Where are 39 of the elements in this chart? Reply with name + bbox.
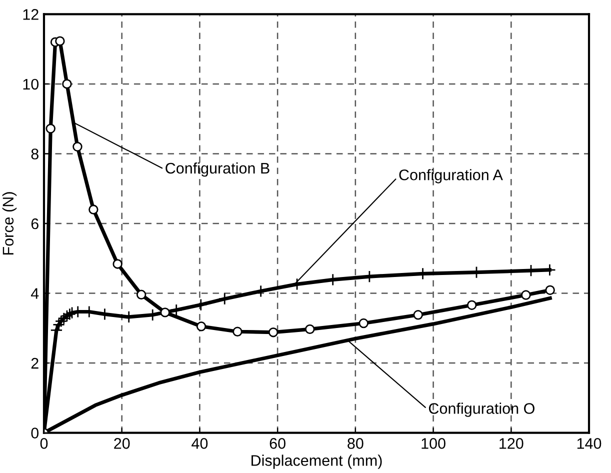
y-tick-label: 10 bbox=[23, 78, 39, 90]
point bbox=[72, 142, 82, 152]
x-tick-label: 0 bbox=[40, 438, 48, 449]
y-tick-label: 2 bbox=[31, 358, 38, 369]
y-tick-label: 12 bbox=[23, 9, 38, 20]
x-tick-label: 60 bbox=[270, 438, 286, 449]
annotation: Configuration O bbox=[428, 402, 534, 417]
y-tick-label: 6 bbox=[31, 218, 38, 230]
point bbox=[170, 304, 183, 316]
point bbox=[62, 79, 72, 89]
y-tick-label: 4 bbox=[30, 288, 39, 299]
point bbox=[305, 324, 315, 334]
y-tick-label: 0 bbox=[31, 428, 39, 438]
x-tick-label: 40 bbox=[192, 438, 208, 449]
point bbox=[545, 285, 555, 295]
x-tick-label: 120 bbox=[500, 438, 524, 449]
point bbox=[55, 36, 65, 46]
point bbox=[88, 204, 98, 214]
point bbox=[160, 308, 170, 318]
x-tick-label: 80 bbox=[348, 438, 364, 449]
point bbox=[194, 298, 208, 312]
x-axis-title: Displacement (mm) bbox=[252, 454, 382, 469]
x-tick-label: 100 bbox=[422, 438, 446, 449]
y-axis-title: Force (N) bbox=[2, 192, 17, 254]
annotation: Configuration B bbox=[166, 162, 270, 177]
point bbox=[46, 124, 56, 134]
x-tick-label: 20 bbox=[114, 438, 130, 449]
point bbox=[268, 327, 278, 338]
point bbox=[466, 300, 477, 310]
point bbox=[413, 310, 423, 320]
point bbox=[521, 290, 531, 300]
annotation: Configuration A bbox=[399, 169, 503, 184]
point bbox=[232, 326, 242, 336]
x-tick-label: 140 bbox=[577, 438, 602, 449]
point bbox=[196, 322, 206, 332]
point bbox=[136, 290, 146, 300]
y-tick-label: 8 bbox=[31, 148, 38, 160]
point bbox=[112, 259, 122, 269]
point bbox=[358, 318, 368, 328]
